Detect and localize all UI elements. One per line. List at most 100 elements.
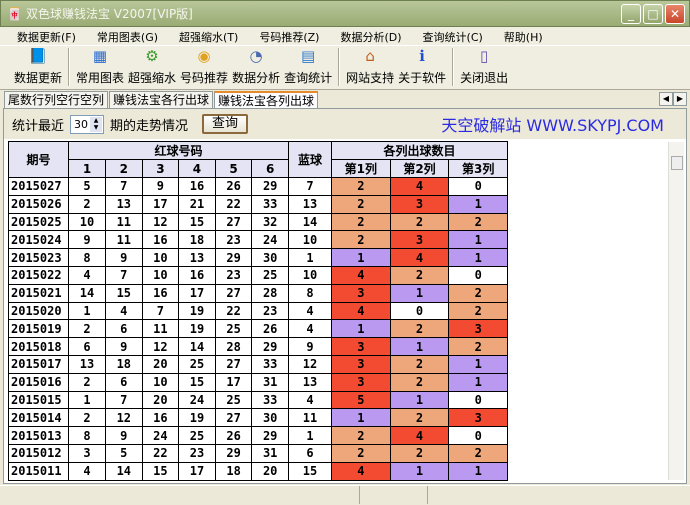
table-row[interactable]: 2015016 2 6 10 15 17 31 13 3 2 1: [8, 372, 509, 392]
table-row[interactable]: 2015015 1 7 20 24 25 33 4 5 1 0: [8, 390, 509, 410]
red-ball-cell: 8: [68, 248, 106, 267]
period-cell: 2015016: [8, 372, 69, 392]
red-ball-cell: 24: [251, 230, 289, 250]
red-ball-cell: 12: [105, 408, 143, 428]
vertical-scrollbar[interactable]: [668, 142, 684, 480]
book-update-icon: 📘: [28, 47, 48, 65]
red-ball-cell: 15: [178, 212, 216, 232]
menu-item-1[interactable]: 常用图表(G): [96, 31, 159, 44]
menu-item-2[interactable]: 超强缩水(T): [179, 31, 239, 44]
table-row[interactable]: 2015023 8 9 10 13 29 30 1 1 4 1: [8, 248, 509, 267]
period-cell: 2015015: [8, 390, 69, 410]
column-count-cell: 1: [389, 461, 450, 481]
header-period: 期号: [8, 141, 69, 178]
column-count-cell: 2: [448, 212, 509, 232]
table-row[interactable]: 2015021 14 15 16 17 27 28 8 3 1 2: [8, 283, 509, 303]
header-red-col: 2: [105, 159, 143, 178]
menu-item-0[interactable]: 数据更新(F): [17, 31, 76, 44]
red-ball-cell: 18: [214, 461, 253, 481]
red-ball-cell: 20: [141, 354, 180, 374]
table-row[interactable]: 2015020 1 4 7 19 22 23 4 4 0 2: [8, 301, 509, 321]
tab-scroll-right[interactable]: ▶: [673, 92, 687, 106]
tab-2[interactable]: 赚钱法宝各列出球: [214, 91, 319, 108]
minimize-button[interactable]: _: [621, 4, 641, 24]
red-ball-cell: 6: [105, 319, 143, 339]
toolbar-button-4[interactable]: ◔ 数据分析: [230, 45, 282, 89]
red-ball-cell: 16: [178, 265, 216, 285]
toolbar-button-5[interactable]: ▤ 查询统计: [282, 45, 334, 89]
column-count-cell: 4: [389, 426, 450, 445]
table-row[interactable]: 2015026 2 13 17 21 22 33 13 2 3 1: [8, 194, 509, 214]
toolbar-button-7[interactable]: ℹ 关于软件: [396, 45, 448, 89]
column-count-cell: 3: [330, 283, 391, 303]
column-count-cell: 3: [389, 194, 450, 214]
table-row[interactable]: 2015012 3 5 22 23 29 31 6 2 2 2: [8, 443, 509, 463]
red-ball-cell: 19: [178, 319, 216, 339]
table-row[interactable]: 2015019 2 6 11 19 25 26 4 1 2 3: [8, 319, 509, 339]
toolbar-button-8[interactable]: ▯ 关闭退出: [458, 45, 510, 89]
column-count-cell: 0: [448, 390, 509, 410]
table-row[interactable]: 2015022 4 7 10 16 23 25 10 4 2 0: [8, 265, 509, 285]
toolbar-button-0[interactable]: 📘 数据更新: [12, 45, 64, 89]
red-ball-cell: 22: [141, 443, 180, 463]
red-ball-cell: 10: [68, 212, 106, 232]
column-count-cell: 1: [448, 372, 509, 392]
toolbar-button-6[interactable]: ⌂ 网站支持: [344, 45, 396, 89]
column-count-cell: 2: [448, 283, 509, 303]
red-ball-cell: 25: [178, 354, 216, 374]
table-row[interactable]: 2015011 4 14 15 17 18 20 15 4 1 1: [8, 461, 509, 481]
table-row[interactable]: 2015013 8 9 24 25 26 29 1 2 4 0: [8, 426, 509, 445]
table-row[interactable]: 2015017 13 18 20 25 27 33 12 3 2 1: [8, 354, 509, 374]
menu-bar: 数据更新(F) 常用图表(G) 超强缩水(T) 号码推荐(Z) 数据分析(D) 查询统计(…: [0, 27, 690, 45]
period-count-spinner[interactable]: 30 ▲ ▼: [70, 114, 105, 134]
toolbar-button-2[interactable]: ⚙ 超强缩水: [126, 45, 178, 89]
menu-item-6[interactable]: 帮助(H): [503, 31, 543, 44]
red-ball-cell: 27: [214, 283, 253, 303]
tab-strip: 尾数行列空行空列 赚钱法宝各行出球 赚钱法宝各列出球: [4, 91, 319, 108]
toolbar-label: 关闭退出: [460, 71, 509, 85]
close-button[interactable]: ✕: [665, 4, 685, 24]
table-row[interactable]: 2015027 5 7 9 16 26 29 7 2 4 0: [8, 177, 509, 196]
red-ball-cell: 23: [214, 230, 253, 250]
tab-scroll-left[interactable]: ◀: [659, 92, 673, 106]
scroll-thumb[interactable]: [671, 156, 683, 170]
header-count-col: 第1列: [330, 159, 391, 178]
period-cell: 2015024: [8, 230, 69, 250]
period-cell: 2015025: [8, 212, 69, 232]
spinner-arrows[interactable]: ▲ ▼: [90, 116, 103, 132]
query-bar: 统计最近 30 ▲ ▼ 期的走势情况 查询 天空破解站 WWW.SKYPJ.COM: [4, 109, 686, 139]
blue-ball-cell: 11: [287, 408, 332, 428]
period-count-value[interactable]: 30: [74, 117, 89, 131]
red-ball-cell: 12: [141, 337, 180, 356]
maximize-button[interactable]: □: [643, 4, 663, 24]
menu-item-3[interactable]: 号码推荐(Z): [259, 31, 320, 44]
red-ball-cell: 27: [214, 354, 253, 374]
header-red-col: 4: [178, 159, 216, 178]
blue-ball-cell: 9: [287, 337, 332, 356]
red-ball-cell: 2: [68, 194, 106, 214]
table-row[interactable]: 2015018 6 9 12 14 28 29 9 3 1 2: [8, 337, 509, 356]
red-ball-cell: 13: [105, 194, 143, 214]
period-cell: 2015023: [8, 248, 69, 267]
red-ball-cell: 24: [141, 426, 180, 445]
red-ball-cell: 10: [141, 248, 180, 267]
column-count-cell: 1: [448, 194, 509, 214]
header-count-col: 第2列: [389, 159, 450, 178]
red-ball-cell: 25: [214, 319, 253, 339]
red-ball-cell: 23: [214, 265, 253, 285]
toolbar-button-1[interactable]: ▦ 常用图表: [74, 45, 126, 89]
red-ball-cell: 20: [251, 461, 289, 481]
table-row[interactable]: 2015014 2 12 16 19 27 30 11 1 2 3: [8, 408, 509, 428]
red-ball-cell: 9: [105, 337, 143, 356]
query-button[interactable]: 查询: [202, 114, 249, 134]
table-row[interactable]: 2015025 10 11 12 15 27 32 14 2 2 2: [8, 212, 509, 232]
menu-item-4[interactable]: 数据分析(D): [340, 31, 402, 44]
tab-0[interactable]: 尾数行列空行空列: [4, 91, 109, 108]
toolbar-button-3[interactable]: ◉ 号码推荐: [178, 45, 230, 89]
column-stats-table: 期号 红球号码 蓝球 各列出球数目 1 2 3 4 5 6 第1列 第2列 第3列 201502…: [8, 141, 509, 481]
red-ball-cell: 23: [178, 443, 216, 463]
blue-ball-cell: 10: [287, 265, 332, 285]
menu-item-5[interactable]: 查询统计(C): [422, 31, 483, 44]
tab-1[interactable]: 赚钱法宝各行出球: [109, 91, 214, 108]
table-row[interactable]: 2015024 9 11 16 18 23 24 10 2 3 1: [8, 230, 509, 250]
